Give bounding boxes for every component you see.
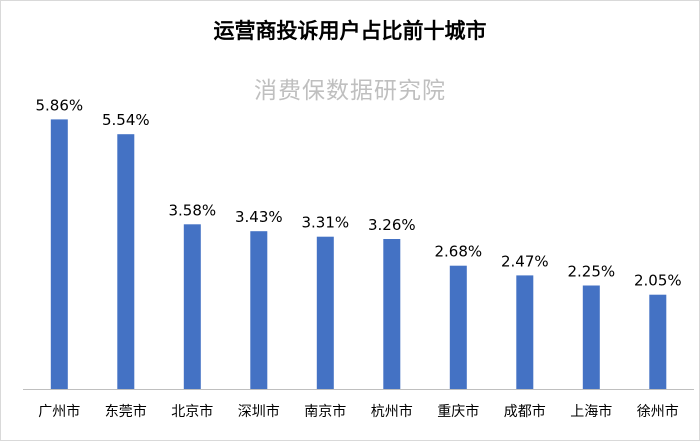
- value-label-9: 2.05%: [634, 272, 682, 290]
- bar-1: [117, 134, 135, 389]
- category-label-5: 杭州市: [371, 403, 413, 420]
- bar-5: [383, 239, 401, 389]
- value-label-6: 2.68%: [434, 243, 482, 261]
- bar-6: [449, 265, 467, 389]
- bar-4: [316, 236, 334, 389]
- bar-2: [183, 224, 201, 389]
- value-label-4: 3.31%: [301, 214, 349, 232]
- category-label-7: 成都市: [504, 403, 546, 420]
- value-label-0: 5.86%: [35, 96, 83, 114]
- value-label-8: 2.25%: [567, 263, 615, 281]
- category-label-8: 上海市: [570, 403, 612, 420]
- category-label-0: 广州市: [38, 403, 80, 420]
- bar-0: [50, 119, 68, 390]
- category-label-2: 北京市: [171, 403, 213, 420]
- bar-9: [649, 294, 667, 389]
- value-label-5: 3.26%: [368, 216, 416, 234]
- value-label-1: 5.54%: [102, 111, 150, 129]
- value-label-3: 3.43%: [235, 208, 283, 226]
- category-label-6: 重庆市: [437, 403, 479, 420]
- category-label-3: 深圳市: [238, 403, 280, 420]
- chart-title: 运营商投诉用户占比前十城市: [213, 19, 487, 43]
- bar-3: [250, 231, 268, 389]
- value-label-7: 2.47%: [501, 252, 549, 270]
- value-label-2: 3.58%: [168, 201, 216, 219]
- chart-subtitle: 消费保数据研究院: [254, 78, 446, 104]
- category-label-4: 南京市: [304, 403, 346, 420]
- category-label-9: 徐州市: [637, 403, 679, 420]
- bar-7: [516, 275, 534, 389]
- category-label-1: 东莞市: [105, 403, 147, 420]
- bar-8: [582, 285, 600, 389]
